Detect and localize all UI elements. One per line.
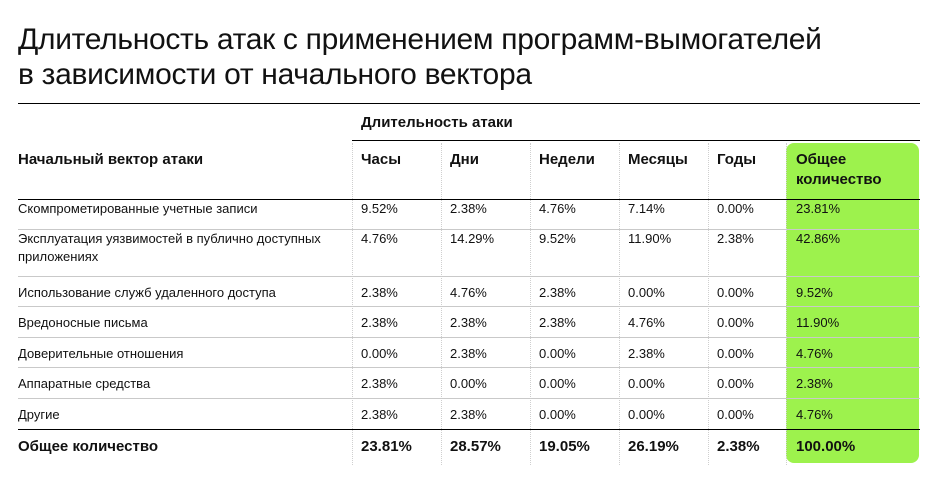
column-separator — [619, 143, 620, 465]
column-separator — [708, 143, 709, 465]
totals-cell: 23.81% — [361, 438, 412, 455]
totals-cell: 2.38% — [717, 438, 760, 455]
row-divider — [18, 199, 920, 200]
title-line-2: в зависимости от начального вектора — [18, 58, 532, 91]
table-cell: 0.00% — [450, 376, 487, 391]
table-cell: 0.00% — [628, 285, 665, 300]
table-cell: 2.38% — [628, 346, 665, 361]
table-cell: 0.00% — [717, 407, 754, 422]
totals-cell: 28.57% — [450, 438, 501, 455]
total-cell: 42.86% — [796, 231, 841, 246]
row-label: Вредоносные письма — [18, 315, 148, 330]
row-divider — [18, 398, 920, 399]
table-cell: 11.90% — [628, 231, 672, 246]
table-cell: 2.38% — [450, 407, 487, 422]
table-cell: 9.52% — [539, 231, 576, 246]
table-cell: 0.00% — [717, 376, 754, 391]
row-header-label: Начальный вектор атаки — [18, 151, 204, 168]
total-cell: 2.38% — [796, 376, 833, 391]
table-cell: 0.00% — [628, 376, 665, 391]
row-divider — [18, 306, 920, 307]
table-cell: 4.76% — [361, 231, 398, 246]
table-cell: 2.38% — [450, 201, 487, 216]
total-cell: 4.76% — [796, 346, 833, 361]
total-cell: 4.76% — [796, 407, 833, 422]
row-divider — [18, 367, 920, 368]
column-header: Дни — [450, 151, 479, 168]
row-label: Эксплуатация уязвимостей в публично дост… — [18, 231, 321, 264]
row-divider — [18, 229, 920, 230]
totals-divider — [18, 429, 920, 430]
table-cell: 0.00% — [717, 315, 754, 330]
table-cell: 4.76% — [539, 201, 576, 216]
column-separator — [441, 143, 442, 465]
row-label: Аппаратные средства — [18, 376, 151, 391]
table-cell: 9.52% — [361, 201, 398, 216]
table-cell: 0.00% — [717, 346, 754, 361]
total-cell: 11.90% — [796, 315, 840, 330]
totals-cell: 26.19% — [628, 438, 679, 455]
row-divider — [18, 276, 920, 277]
table-cell: 2.38% — [717, 231, 754, 246]
table-cell: 2.38% — [361, 285, 398, 300]
column-header: Недели — [539, 151, 595, 168]
row-label: Использование служб удаленного доступа — [18, 285, 276, 300]
row-label: Другие — [18, 407, 60, 422]
table-cell: 2.38% — [539, 285, 576, 300]
column-header: Часы — [361, 151, 402, 168]
group-header: Длительность атаки — [361, 114, 513, 131]
table-cell: 2.38% — [361, 376, 398, 391]
title-line-1: Длительность атак с применением программ… — [18, 23, 822, 56]
table-cell: 2.38% — [450, 315, 487, 330]
table-cell: 4.76% — [450, 285, 487, 300]
column-header: Годы — [717, 151, 757, 168]
row-label: Скомпрометированные учетные записи — [18, 201, 258, 216]
row-divider — [18, 337, 920, 338]
column-separator — [786, 143, 787, 465]
table-cell: 0.00% — [539, 407, 576, 422]
column-separator — [530, 143, 531, 465]
table-cell: 4.76% — [628, 315, 665, 330]
top-divider — [18, 103, 920, 104]
table-cell: 2.38% — [361, 407, 398, 422]
table-cell: 0.00% — [361, 346, 398, 361]
totals-row-label: Общее количество — [18, 438, 159, 455]
table-cell: 14.29% — [450, 231, 495, 246]
totals-cell: 19.05% — [539, 438, 590, 455]
table-cell: 0.00% — [717, 285, 754, 300]
column-separator — [352, 143, 353, 465]
table-cell: 0.00% — [539, 376, 576, 391]
column-header: Месяцы — [628, 151, 688, 168]
total-column-header-line: количество — [796, 171, 882, 188]
table-cell: 0.00% — [539, 346, 576, 361]
total-column-highlight — [786, 143, 919, 463]
table-cell: 0.00% — [628, 407, 665, 422]
total-cell: 23.81% — [796, 201, 841, 216]
chart-title: Длительность атак с применением программ… — [18, 22, 918, 92]
grand-total-cell: 100.00% — [796, 438, 856, 455]
total-column-header-line: Общее — [796, 151, 847, 168]
table-cell: 2.38% — [361, 315, 398, 330]
table-cell: 2.38% — [450, 346, 487, 361]
total-cell: 9.52% — [796, 285, 833, 300]
row-label: Доверительные отношения — [18, 346, 184, 361]
group-divider — [352, 140, 920, 141]
total-column-header: Общее количество — [796, 150, 882, 190]
table-cell: 2.38% — [539, 315, 576, 330]
table-cell: 7.14% — [628, 201, 665, 216]
table-cell: 0.00% — [717, 201, 754, 216]
